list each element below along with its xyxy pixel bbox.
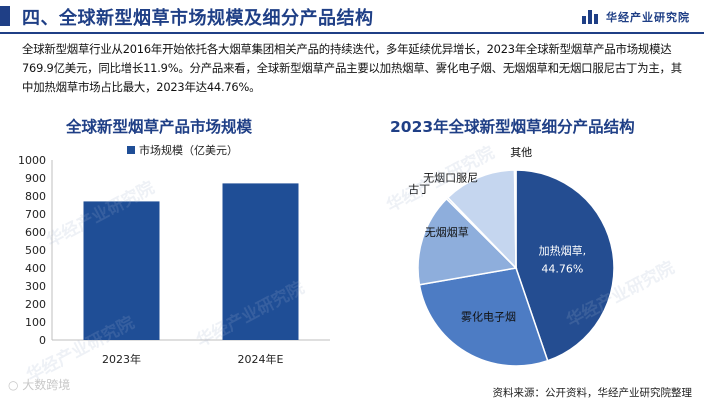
brand-logo-icon xyxy=(582,10,600,24)
x-tick-label: 2024年E xyxy=(238,352,284,366)
x-tick-label: 2023年 xyxy=(102,352,141,366)
brand: 华经产业研究院 xyxy=(582,9,690,25)
pie-slice-label: 加热烟草, xyxy=(539,243,587,257)
header-accent xyxy=(0,6,10,26)
bar xyxy=(83,201,160,340)
bar-chart: 0 100 200 300 400 500 600 700 800 900 1000 2023年 202… xyxy=(18,143,330,366)
y-tick-label: 200 xyxy=(25,298,46,311)
y-tick-label: 0 xyxy=(39,334,46,347)
pie-slice-label: 其他 xyxy=(510,146,532,159)
pie-slice xyxy=(417,197,518,286)
legend-swatch xyxy=(127,146,135,154)
pie-slice-label: 雾化电子烟 xyxy=(461,309,516,323)
corner-logo-text: 大数跨境 xyxy=(22,378,71,392)
y-tick-label: 600 xyxy=(25,226,46,239)
pie-slice xyxy=(446,169,517,270)
bar-chart-title: 全球新型烟草产品市场规模 xyxy=(66,118,253,136)
y-tick-label: 500 xyxy=(25,244,46,257)
legend-label: 市场规模（亿美元） xyxy=(139,143,238,157)
header-rule xyxy=(0,32,704,34)
y-tick-label: 1000 xyxy=(18,154,46,167)
intro-paragraph: 全球新型烟草行业从2016年开始依托各大烟草集团相关产品的持续迭代，多年延续优异… xyxy=(22,42,682,94)
y-tick-label: 900 xyxy=(25,172,46,185)
y-tick-label: 300 xyxy=(25,280,46,293)
pie-chart-title: 2023年全球新型烟草细分产品结构 xyxy=(390,118,635,136)
pie-slice xyxy=(418,267,549,367)
pie-slice xyxy=(513,169,517,269)
page-title: 四、全球新型烟草市场规模及细分产品结构 xyxy=(22,8,374,29)
header-bar: 四、全球新型烟草市场规模及细分产品结构 华经产业研究院 xyxy=(0,0,704,34)
y-tick-label: 100 xyxy=(25,316,46,329)
brand-name: 华经产业研究院 xyxy=(606,11,690,24)
pie-slice xyxy=(515,169,615,362)
source-note: 资料来源：公开资料，华经产业研究院整理 xyxy=(492,387,693,399)
corner-logo: ○ 大数跨境 xyxy=(8,378,71,392)
pie-slice-label: 无烟口服尼 xyxy=(423,170,478,184)
y-tick-label: 800 xyxy=(25,190,46,203)
bar xyxy=(222,183,299,340)
y-tick-label: 400 xyxy=(25,262,46,275)
pie-slice-label: 古丁 xyxy=(408,183,430,196)
pie-slice-label: 无烟烟草 xyxy=(425,225,469,239)
y-tick-label: 700 xyxy=(25,208,46,221)
pie-slice-value: 44.76% xyxy=(541,262,583,275)
